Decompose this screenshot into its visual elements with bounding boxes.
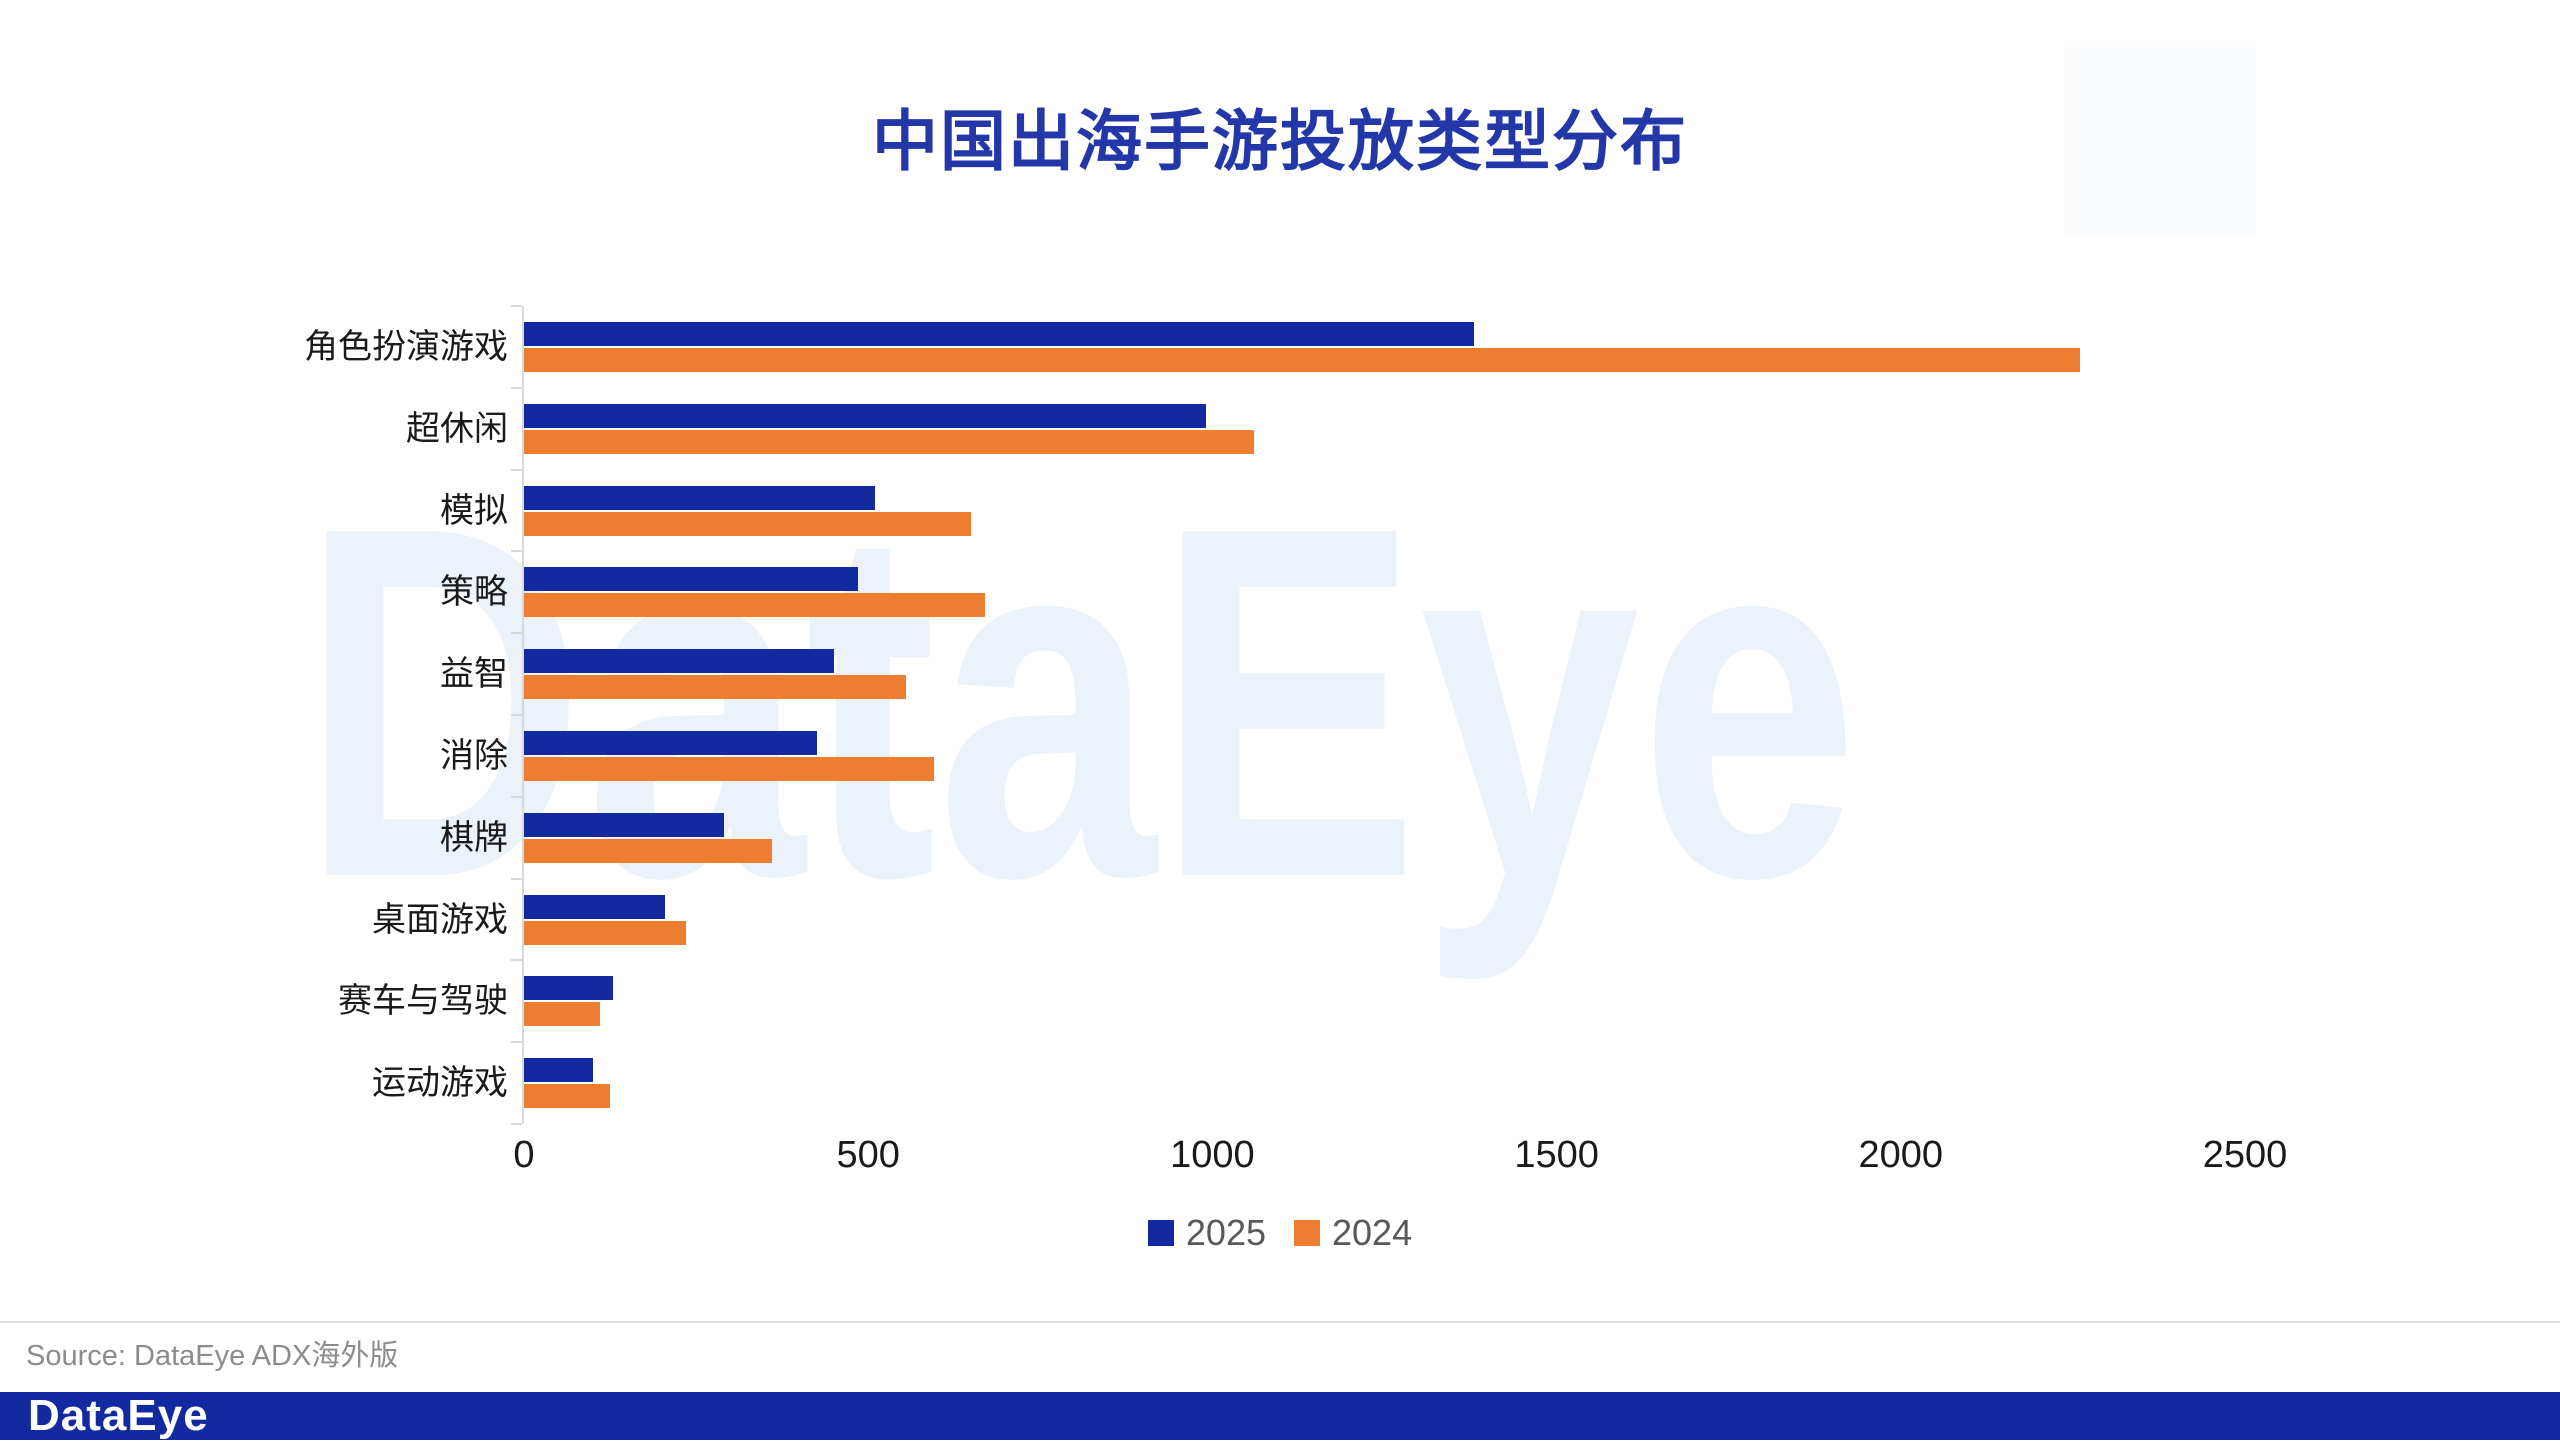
category-axis-tick xyxy=(511,468,522,471)
x-axis-tick-label: 1000 xyxy=(1170,1134,1255,1176)
bar-2024-消除 xyxy=(524,756,934,781)
x-axis-tick-label: 2500 xyxy=(2202,1134,2288,1176)
chart-legend: 2025 2024 xyxy=(0,1212,2560,1254)
bar-2025-赛车与驾驶 xyxy=(524,976,613,1001)
bar-2024-益智 xyxy=(524,675,906,700)
category-axis-tick xyxy=(511,550,522,553)
category-label: 超休闲 xyxy=(406,409,508,448)
source-attribution: Source: DataEye ADX海外版 xyxy=(26,1340,399,1372)
bar-2024-模拟 xyxy=(524,511,971,536)
category-label: 棋牌 xyxy=(440,818,508,857)
category-axis-tick xyxy=(511,386,522,389)
category-axis-tick xyxy=(511,1041,522,1044)
bar-2025-角色扮演游戏 xyxy=(524,321,1474,346)
category-label: 角色扮演游戏 xyxy=(304,327,508,366)
category-label: 模拟 xyxy=(440,491,508,530)
bar-2025-运动游戏 xyxy=(524,1058,593,1083)
bar-2025-桌面游戏 xyxy=(524,894,665,919)
category-label: 消除 xyxy=(440,736,508,775)
bar-2024-运动游戏 xyxy=(524,1084,610,1109)
footer-brand-bar: DataEye xyxy=(0,1391,2560,1440)
category-axis-tick xyxy=(511,795,522,798)
bar-2025-消除 xyxy=(524,730,817,755)
bar-2024-桌面游戏 xyxy=(524,920,686,945)
category-axis-line xyxy=(522,306,524,1124)
legend-item-2024: 2024 xyxy=(1294,1212,1412,1254)
category-axis-tick xyxy=(511,305,522,307)
category-label: 赛车与驾驶 xyxy=(338,982,508,1021)
bar-2025-棋牌 xyxy=(524,812,724,837)
legend-swatch-2024 xyxy=(1294,1220,1320,1246)
x-axis-tick-label: 2000 xyxy=(1858,1134,1944,1176)
category-label: 益智 xyxy=(440,655,508,694)
bar-2024-角色扮演游戏 xyxy=(524,347,2080,372)
bar-2024-策略 xyxy=(524,593,985,618)
category-axis-tick xyxy=(511,714,522,716)
category-axis-tick xyxy=(511,1123,522,1125)
x-axis-tick-label: 1500 xyxy=(1514,1134,1599,1176)
x-axis-tick-label: 0 xyxy=(513,1134,535,1176)
bar-2025-益智 xyxy=(524,649,834,674)
bar-2024-赛车与驾驶 xyxy=(524,1002,600,1027)
footer-divider-line xyxy=(0,1321,2560,1323)
bar-2024-超休闲 xyxy=(524,429,1254,454)
bar-2025-策略 xyxy=(524,567,858,592)
bar-2025-模拟 xyxy=(524,485,875,510)
bar-2024-棋牌 xyxy=(524,838,772,863)
category-axis-tick xyxy=(511,877,522,880)
legend-label-2025: 2025 xyxy=(1185,1212,1266,1253)
x-axis-tick-label: 500 xyxy=(836,1134,900,1176)
legend-swatch-2025 xyxy=(1147,1220,1174,1246)
category-label: 运动游戏 xyxy=(372,1064,508,1103)
faint-corner-rectangle xyxy=(2065,47,2255,237)
category-axis-tick xyxy=(511,959,522,962)
category-label: 桌面游戏 xyxy=(372,900,508,939)
bar-2025-超休闲 xyxy=(524,403,1206,428)
category-axis-tick xyxy=(511,632,522,635)
chart-title: 中国出海手游投放类型分布 xyxy=(872,104,1688,178)
legend-label-2024: 2024 xyxy=(1332,1212,1413,1253)
category-label: 策略 xyxy=(440,573,508,612)
dataeye-logo: DataEye xyxy=(28,1391,209,1440)
legend-item-2025: 2025 xyxy=(1147,1212,1266,1254)
